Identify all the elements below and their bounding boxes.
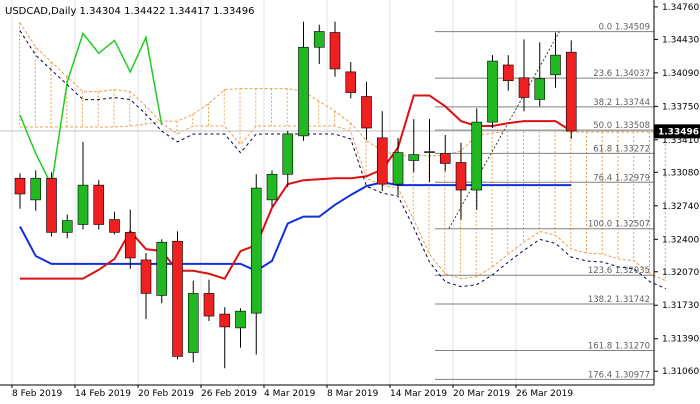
senkou-span-b: [19, 22, 666, 282]
price-axis: 1.34760 1.34430 1.34090 1.33750 1.33410 1.330…: [653, 0, 700, 385]
candle-body: [30, 177, 42, 201]
chart-title: USDCAD,Daily 1.34304 1.34422 1.34417 1.3…: [5, 6, 255, 17]
date-tick-label: 14 Feb 2019: [75, 389, 131, 399]
fib-level-label: 38.2 1.33744: [593, 98, 650, 108]
date-axis: 8 Feb 2019 14 Feb 2019 20 Feb 2019 26 Feb 2…: [0, 384, 654, 399]
date-tick-label: 14 Mar 2019: [390, 389, 447, 399]
price-tick-label: 1.33080: [662, 168, 699, 178]
fib-level-label: 61.8 1.33272: [593, 144, 650, 154]
date-tick-label: 4 Mar 2019: [264, 389, 316, 399]
fib-level-label: 0.0 1.34509: [599, 23, 650, 33]
date-tick-label: 8 Mar 2019: [327, 389, 379, 399]
candle-body: [502, 64, 514, 82]
fib-level-label: 123.6 1.32035: [588, 266, 650, 276]
fib-level-label: 76.4 1.32979: [593, 173, 650, 183]
candle-body: [298, 46, 309, 137]
price-tick-label: 1.34430: [662, 35, 699, 45]
price-tick-label: 1.33410: [662, 136, 699, 146]
current-price-label: 1.33496: [658, 127, 699, 137]
candle-body: [140, 259, 152, 294]
candle-body: [77, 184, 89, 225]
fib-level-label: 176.4 1.30977: [588, 370, 650, 380]
candle-body: [235, 310, 246, 329]
fib-level-label: 138.2 1.31742: [588, 295, 650, 305]
price-tick-label: 1.32070: [662, 268, 699, 278]
date-tick-label: 26 Feb 2019: [201, 389, 257, 399]
candle-body: [266, 173, 278, 201]
candle-body: [46, 177, 57, 233]
candle-body: [439, 153, 451, 164]
candle-body: [329, 32, 341, 70]
candle-body: [109, 219, 120, 233]
candle-body: [408, 154, 420, 161]
price-tick-label: 1.31060: [662, 367, 699, 377]
price-tick-label: 1.34760: [662, 3, 699, 13]
candle-body: [282, 133, 294, 175]
candle-body: [455, 162, 467, 191]
candle-body: [14, 177, 26, 195]
price-tick-label: 1.31730: [662, 301, 699, 311]
fib-level-label: 23.6 1.34037: [593, 69, 650, 79]
candle-body: [172, 240, 183, 357]
candle-body: [471, 121, 483, 191]
fib-level-label: 50.0 1.33508: [593, 121, 650, 131]
candle-body: [345, 71, 357, 93]
candle-body: [361, 96, 372, 129]
price-tick-label: 1.32400: [662, 235, 699, 245]
date-tick-label: 26 Mar 2019: [516, 389, 573, 399]
date-tick-label: 20 Feb 2019: [138, 389, 194, 399]
candle-body: [203, 293, 215, 317]
current-price-tag: [654, 124, 700, 139]
fib-level-label: 161.8 1.31270: [588, 342, 650, 352]
price-tick-label: 1.33750: [662, 102, 699, 112]
fib-level-label: 100.0 1.32507: [588, 220, 650, 230]
candlesticks: [14, 21, 577, 369]
candle-body: [219, 313, 231, 328]
price-tick-label: 1.32740: [662, 202, 699, 212]
candle-body: [550, 54, 561, 76]
candle-body: [518, 77, 530, 98]
date-tick-label: 20 Mar 2019: [453, 389, 510, 399]
candle-body: [313, 31, 325, 48]
date-tick-label: 8 Feb 2019: [12, 389, 63, 399]
candle-body: [187, 293, 199, 353]
ichimoku-cloud: [19, 22, 666, 282]
candle-body: [392, 152, 404, 185]
candle-body: [61, 220, 73, 233]
price-tick-label: 1.31390: [662, 335, 699, 345]
candle-body: [156, 241, 168, 296]
candle-body: [565, 51, 577, 132]
candle-body: [424, 151, 435, 153]
chikou-span-line: [19, 31, 163, 188]
fib-trendline: [448, 31, 560, 229]
candle-body: [250, 187, 262, 314]
fibonacci-retracement: 0.0 1.34509 23.6 1.34037 38.2 1.33744 50.0 …: [0, 23, 654, 380]
candle-body: [534, 78, 546, 100]
price-tick-label: 1.34090: [662, 69, 699, 79]
candle-body: [93, 184, 105, 225]
candle-body: [124, 232, 136, 259]
candle-body: [487, 60, 498, 123]
lagging-envelope-line: [19, 30, 666, 290]
candle-body: [376, 137, 388, 185]
vertical-grid: [11, 0, 517, 385]
